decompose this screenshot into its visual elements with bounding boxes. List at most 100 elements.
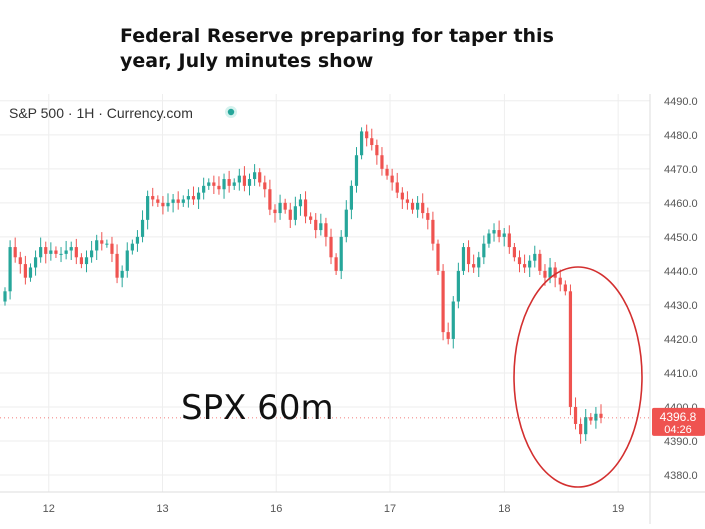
candle	[579, 418, 583, 444]
x-tick-label: 16	[270, 503, 282, 515]
candle-body	[517, 257, 522, 265]
candle	[23, 255, 27, 285]
candle-body	[314, 219, 318, 231]
candle	[324, 217, 328, 247]
y-tick-label: 4410.0	[664, 368, 698, 380]
candle	[258, 168, 262, 187]
candle	[395, 172, 399, 199]
candle	[359, 127, 364, 160]
candle	[416, 196, 420, 218]
candle	[59, 247, 63, 263]
candle	[344, 200, 348, 243]
candle	[84, 250, 89, 273]
candle	[171, 194, 175, 213]
candle	[522, 254, 527, 273]
candle-body	[441, 270, 445, 333]
candle	[380, 147, 384, 176]
x-tick-label: 19	[612, 503, 624, 515]
candle-body	[237, 175, 241, 183]
candle	[288, 202, 292, 229]
symbol-legend[interactable]: S&P 500 · 1H · Currency.com	[9, 105, 237, 121]
candle	[334, 253, 338, 275]
candle-body	[334, 257, 338, 271]
x-tick-label: 12	[43, 503, 55, 515]
candle-body	[283, 202, 287, 210]
candle-body	[105, 243, 109, 245]
candle	[319, 213, 323, 236]
candle	[89, 240, 94, 263]
candle	[237, 168, 241, 191]
candle-body	[324, 223, 328, 237]
candle-body	[253, 172, 257, 180]
candlestick-chart[interactable]: 4380.04390.04400.04410.04420.04430.04440…	[0, 94, 705, 524]
candle	[161, 196, 165, 215]
candle-body	[563, 284, 567, 292]
candle-body	[258, 172, 262, 183]
candle-body	[329, 236, 333, 258]
candle	[100, 232, 104, 251]
candle	[441, 264, 445, 341]
x-tick-label: 18	[498, 503, 510, 515]
y-tick-label: 4430.0	[664, 300, 698, 312]
candle-body	[446, 332, 450, 339]
candle	[28, 263, 33, 282]
candle	[298, 194, 303, 216]
candle-body	[528, 260, 532, 268]
candle-body	[390, 175, 394, 183]
candle-body	[100, 240, 104, 244]
candle-body	[431, 219, 435, 244]
y-tick-label: 4470.0	[664, 164, 698, 176]
candle	[95, 234, 99, 261]
candle	[181, 195, 185, 207]
candle-body	[59, 253, 63, 255]
candle-body	[54, 250, 58, 254]
candle-body	[202, 185, 206, 193]
candle	[120, 265, 124, 288]
candle	[410, 198, 415, 214]
candle	[176, 191, 180, 210]
candle-body	[426, 213, 430, 220]
candle-body	[579, 423, 583, 435]
candle	[156, 195, 160, 207]
symbol-label[interactable]: S&P 500 · 1H · Currency.com	[9, 105, 193, 121]
candle-body	[227, 179, 231, 186]
candle	[451, 296, 455, 349]
candle	[558, 269, 562, 292]
candle	[79, 253, 84, 269]
candle-body	[421, 202, 425, 214]
candle-body	[512, 247, 517, 258]
last-price-tag[interactable]: 4396.804:26	[652, 407, 705, 436]
candle-body	[533, 253, 537, 261]
candle-body	[400, 192, 404, 200]
candle-body	[507, 233, 511, 248]
candle	[110, 236, 114, 263]
candle	[130, 239, 134, 255]
candle-body	[247, 179, 252, 186]
chart-panel[interactable]: 4380.04390.04400.04410.04420.04430.04440…	[0, 94, 705, 524]
candles	[3, 124, 603, 444]
candle-body	[349, 185, 353, 210]
candle-body	[95, 240, 99, 251]
y-tick-label: 4420.0	[664, 334, 698, 346]
candle-body	[13, 247, 17, 258]
candle	[512, 242, 517, 262]
candle	[8, 240, 12, 300]
candle-body	[89, 250, 94, 258]
candle-body	[79, 257, 84, 265]
candle-body	[573, 406, 578, 424]
candle-body	[553, 267, 557, 278]
headline: Federal Reserve preparing for taper this…	[120, 24, 600, 74]
candle-body	[548, 267, 552, 278]
candle	[517, 250, 522, 273]
candle	[528, 255, 532, 278]
candle	[584, 408, 588, 441]
candle-body	[273, 209, 277, 214]
candle-body	[594, 413, 598, 421]
candle-body	[472, 264, 476, 268]
candle	[375, 139, 379, 165]
candle	[538, 249, 542, 275]
candle	[13, 237, 17, 263]
candle-body	[115, 253, 119, 278]
candle-body	[156, 199, 160, 203]
candle	[39, 237, 43, 263]
